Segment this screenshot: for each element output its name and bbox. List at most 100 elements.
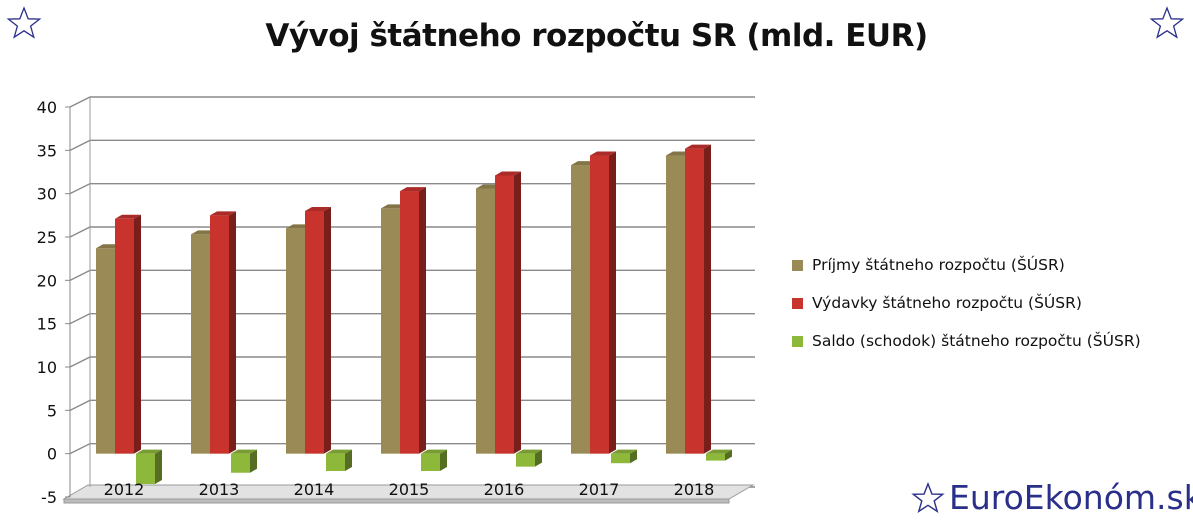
bar-top (421, 449, 447, 454)
bar-top (516, 449, 542, 454)
legend-swatch-prijmy (792, 259, 803, 271)
bar-vydavky-2018 (685, 144, 711, 454)
bar-front (381, 208, 400, 454)
bar-side (440, 449, 447, 471)
bar-side (250, 449, 257, 473)
bar-side (630, 449, 637, 464)
bar-side (134, 214, 141, 454)
bar-side (345, 449, 352, 471)
bar-saldo-2014 (326, 449, 352, 471)
bar-saldo-2018 (706, 449, 732, 461)
bar-top (231, 449, 257, 454)
bar-front (571, 165, 590, 454)
bar-front (210, 215, 229, 454)
bar-front (590, 155, 609, 454)
chart-title: Vývoj štátneho rozpočtu SR (mld. EUR) (265, 18, 928, 54)
bar-side (535, 449, 542, 467)
bar-front (495, 175, 514, 454)
bar-front (611, 453, 630, 464)
bar-layer (96, 144, 732, 484)
legend-item-prijmy: Príjmy štátneho rozpočtu (ŠÚSR) (792, 246, 1141, 284)
bar-top (400, 187, 426, 192)
bar-vydavky-2013 (210, 211, 236, 454)
bar-front (136, 453, 155, 484)
bar-side (324, 207, 331, 454)
bar-front (476, 188, 495, 454)
bar-saldo-2012 (136, 449, 162, 484)
y-tick-label: 30 (37, 185, 57, 204)
y-tick-label: 0 (47, 445, 57, 464)
bar-front (326, 453, 345, 471)
bar-top (590, 151, 616, 156)
bar-front (666, 155, 685, 454)
bar-side (229, 211, 236, 454)
bar-side (155, 449, 162, 484)
bar-front (96, 248, 115, 454)
bar-top (136, 449, 162, 454)
bar-side (609, 151, 616, 454)
brand-logo: EuroEkonóm.sk (911, 478, 1193, 517)
x-tick-label: 2018 (674, 480, 715, 499)
legend-item-vydavky: Výdavky štátneho rozpočtu (ŠÚSR) (792, 284, 1141, 322)
bar-top (685, 144, 711, 149)
bar-front (516, 453, 535, 467)
legend-item-saldo: Saldo (schodok) štátneho rozpočtu (ŠÚSR) (792, 322, 1141, 360)
y-tick-label: -5 (41, 488, 57, 507)
bar-front (286, 228, 305, 454)
bar-top (611, 449, 637, 454)
bar-top (706, 449, 732, 454)
bar-vydavky-2016 (495, 171, 521, 454)
gridline (69, 139, 755, 151)
bar-saldo-2015 (421, 449, 447, 471)
bar-front (421, 453, 440, 471)
bar-front (685, 148, 704, 454)
bar-front (115, 218, 134, 454)
x-tick-label: 2016 (484, 480, 525, 499)
bar-top (495, 171, 521, 176)
y-tick-label: 20 (37, 271, 57, 290)
legend-label-vydavky: Výdavky štátneho rozpočtu (ŠÚSR) (812, 294, 1082, 312)
y-tick-label: 40 (37, 98, 57, 117)
bar-saldo-2013 (231, 449, 257, 473)
bar-saldo-2017 (611, 449, 637, 464)
bar-top (210, 211, 236, 216)
bar-vydavky-2015 (400, 187, 426, 454)
brand-text: EuroEkonóm.sk (949, 478, 1193, 517)
legend-label-saldo: Saldo (schodok) štátneho rozpočtu (ŠÚSR) (812, 332, 1141, 350)
bar-top (305, 207, 331, 211)
legend-label-prijmy: Príjmy štátneho rozpočtu (ŠÚSR) (812, 256, 1065, 274)
star-icon-right (1149, 6, 1185, 39)
bar-front (191, 234, 210, 454)
gridline (69, 96, 755, 108)
bar-top (326, 449, 352, 454)
chart-floor-edge (63, 498, 730, 504)
bar-front (706, 453, 725, 461)
x-tick-label: 2012 (104, 480, 145, 499)
bar-front (305, 211, 324, 454)
y-tick-label: 10 (37, 358, 57, 377)
x-tick-label: 2017 (579, 480, 620, 499)
x-tick-label: 2014 (294, 480, 335, 499)
bar-side (704, 144, 711, 454)
bar-side (514, 171, 521, 454)
legend-swatch-saldo (792, 335, 803, 347)
legend: Príjmy štátneho rozpočtu (ŠÚSR) Výdavky … (792, 246, 1141, 360)
bar-vydavky-2017 (590, 151, 616, 454)
bar-top (115, 214, 141, 219)
brand-star-icon (911, 481, 945, 513)
bar-front (400, 191, 419, 454)
bar-side (419, 187, 426, 454)
bar-vydavky-2012 (115, 214, 141, 454)
x-tick-label: 2013 (199, 480, 240, 499)
star-icon-left (6, 6, 42, 39)
y-tick-label: 35 (37, 141, 57, 160)
y-tick-label: 15 (37, 315, 57, 334)
y-tick-label: 25 (37, 228, 57, 247)
bar-front (231, 453, 250, 473)
bar-saldo-2016 (516, 449, 542, 467)
axis-layer (65, 97, 91, 498)
x-tick-label: 2015 (389, 480, 430, 499)
y-tick-label: 5 (47, 401, 57, 420)
